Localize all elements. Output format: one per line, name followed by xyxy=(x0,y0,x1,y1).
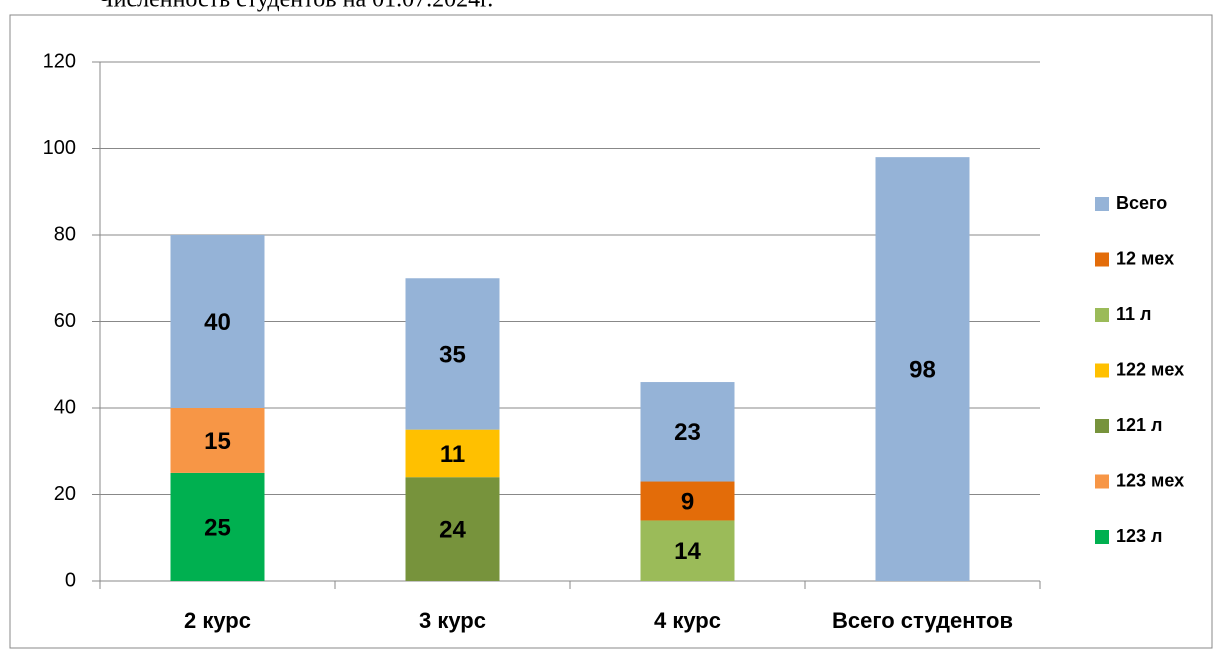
legend-label: 12 мех xyxy=(1116,248,1174,268)
data-label: 15 xyxy=(204,428,231,455)
y-tick-label: 120 xyxy=(43,50,76,72)
bar-segment xyxy=(170,235,265,408)
legend-swatch xyxy=(1095,363,1109,378)
data-label: 35 xyxy=(439,341,466,368)
bar-segment xyxy=(405,429,500,478)
legend-swatch xyxy=(1095,474,1109,489)
bar-segment xyxy=(640,481,735,521)
bar-segment xyxy=(170,472,265,581)
legend-swatch xyxy=(1095,252,1109,267)
legend-label: Всего xyxy=(1116,193,1167,213)
y-tick-label: 20 xyxy=(54,483,76,505)
data-label: 24 xyxy=(439,516,466,543)
x-tick-label: 4 курс xyxy=(654,608,721,633)
data-label: 11 xyxy=(440,441,465,468)
x-tick-label: 3 курс xyxy=(419,608,486,633)
data-label: 40 xyxy=(204,309,231,336)
legend-label: 121 л xyxy=(1116,415,1162,435)
y-tick-label: 100 xyxy=(43,137,76,159)
legend-swatch xyxy=(1095,419,1109,433)
x-tick-label: Всего студентов xyxy=(832,608,1013,633)
bar-segment xyxy=(875,157,970,581)
y-tick-label: 60 xyxy=(54,310,76,332)
legend-label: 11 л xyxy=(1116,304,1151,324)
chart-title: Численность студентов на 01.07.2024г. xyxy=(98,0,493,13)
data-label: 25 xyxy=(204,514,231,541)
bar-segment xyxy=(170,408,265,473)
y-tick-label: 80 xyxy=(54,223,76,245)
bar-segment xyxy=(640,382,735,482)
data-label: 9 xyxy=(681,488,694,515)
bar-segment xyxy=(405,477,500,581)
data-label: 23 xyxy=(674,419,701,446)
legend-swatch xyxy=(1095,308,1109,322)
bar-segment xyxy=(405,278,500,430)
x-tick-label: 2 курс xyxy=(184,608,251,633)
legend-swatch xyxy=(1095,530,1109,544)
legend-label: 123 мех xyxy=(1116,470,1184,490)
legend-label: 123 л xyxy=(1116,526,1162,546)
y-tick-label: 0 xyxy=(65,569,76,591)
legend-swatch xyxy=(1095,197,1109,211)
y-tick-label: 40 xyxy=(54,396,76,418)
data-label: 98 xyxy=(909,356,936,383)
bar-segment xyxy=(640,520,735,581)
data-label: 14 xyxy=(674,538,701,565)
legend-label: 122 мех xyxy=(1116,359,1184,379)
